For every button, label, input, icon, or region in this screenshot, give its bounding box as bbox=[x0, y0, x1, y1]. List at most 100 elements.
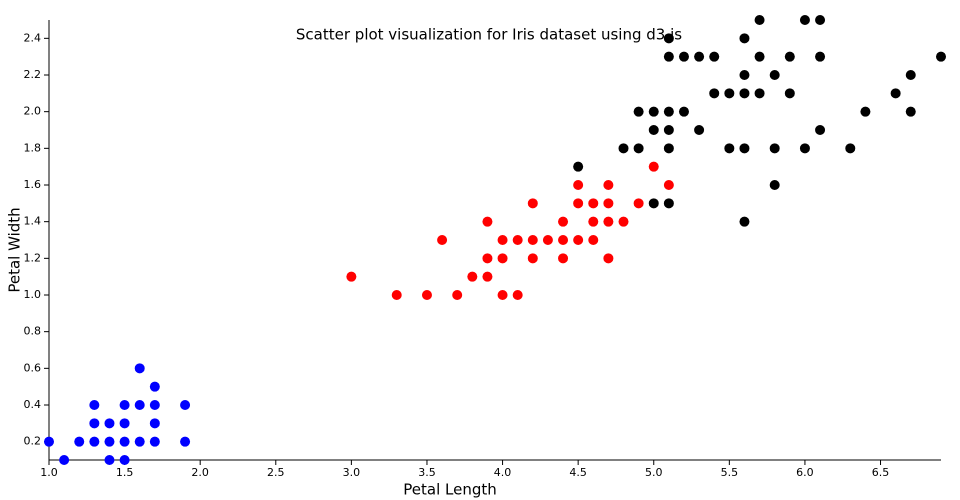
y-tick-label: 2.2 bbox=[24, 68, 42, 81]
point bbox=[845, 143, 856, 154]
point bbox=[648, 198, 659, 209]
point bbox=[739, 33, 750, 44]
point bbox=[467, 271, 478, 282]
x-tick-label: 5.5 bbox=[721, 466, 739, 479]
point bbox=[663, 33, 674, 44]
x-tick-label: 1.0 bbox=[40, 466, 58, 479]
point bbox=[180, 400, 191, 410]
x-tick-label: 3.5 bbox=[418, 466, 436, 479]
point bbox=[603, 253, 614, 264]
point bbox=[558, 235, 569, 245]
point bbox=[905, 70, 916, 80]
point bbox=[709, 88, 720, 99]
point bbox=[437, 235, 448, 245]
point bbox=[527, 235, 538, 245]
point bbox=[542, 235, 553, 245]
point bbox=[59, 455, 70, 465]
point bbox=[633, 143, 644, 154]
point bbox=[74, 436, 85, 447]
point bbox=[527, 253, 538, 264]
point bbox=[678, 51, 689, 62]
point bbox=[754, 88, 765, 99]
point bbox=[573, 161, 584, 172]
point bbox=[134, 436, 145, 447]
point bbox=[663, 180, 674, 190]
point bbox=[648, 125, 659, 135]
point bbox=[769, 70, 780, 80]
point bbox=[769, 180, 780, 190]
point bbox=[180, 436, 191, 447]
point bbox=[558, 253, 569, 264]
point bbox=[149, 381, 160, 392]
point bbox=[573, 180, 584, 190]
point bbox=[678, 106, 689, 117]
point bbox=[694, 125, 705, 135]
point bbox=[648, 106, 659, 117]
point bbox=[633, 106, 644, 117]
point bbox=[512, 290, 523, 300]
point bbox=[104, 418, 115, 429]
point bbox=[104, 436, 115, 447]
y-tick-label: 1.8 bbox=[24, 141, 42, 154]
point bbox=[482, 271, 493, 282]
point bbox=[104, 455, 115, 465]
point bbox=[739, 216, 750, 227]
y-tick-label: 2.0 bbox=[24, 105, 42, 118]
point bbox=[149, 436, 160, 447]
point bbox=[482, 216, 493, 227]
point bbox=[769, 143, 780, 154]
point bbox=[134, 363, 145, 374]
point bbox=[799, 143, 810, 154]
point bbox=[890, 88, 901, 99]
point bbox=[739, 88, 750, 99]
point bbox=[588, 235, 599, 245]
point bbox=[815, 125, 826, 135]
y-tick-label: 1.0 bbox=[24, 288, 42, 301]
point bbox=[149, 400, 160, 410]
y-tick-label: 1.4 bbox=[24, 215, 42, 228]
y-tick-label: 0.8 bbox=[24, 325, 42, 338]
point bbox=[815, 15, 826, 25]
point bbox=[512, 235, 523, 245]
point bbox=[497, 290, 508, 300]
point bbox=[603, 198, 614, 209]
y-tick-label: 1.2 bbox=[24, 251, 42, 264]
point bbox=[89, 436, 100, 447]
point bbox=[754, 15, 765, 25]
point bbox=[709, 51, 720, 62]
x-tick-label: 2.0 bbox=[191, 466, 209, 479]
point bbox=[618, 143, 629, 154]
x-axis-title: Petal Length bbox=[403, 481, 497, 499]
point bbox=[89, 400, 100, 410]
point bbox=[149, 418, 160, 429]
x-tick-label: 2.5 bbox=[267, 466, 285, 479]
point bbox=[497, 235, 508, 245]
point bbox=[119, 418, 130, 429]
point bbox=[663, 143, 674, 154]
point bbox=[573, 235, 584, 245]
point bbox=[633, 198, 644, 209]
x-tick-label: 1.5 bbox=[116, 466, 134, 479]
point bbox=[663, 125, 674, 135]
point bbox=[391, 290, 402, 300]
point bbox=[89, 418, 100, 429]
y-tick-label: 2.4 bbox=[24, 31, 42, 44]
point bbox=[663, 198, 674, 209]
point bbox=[603, 180, 614, 190]
y-axis-title: Petal Width bbox=[6, 207, 24, 292]
point bbox=[346, 271, 357, 282]
point bbox=[815, 51, 826, 62]
point bbox=[724, 143, 735, 154]
point bbox=[603, 216, 614, 227]
x-tick-label: 5.0 bbox=[645, 466, 663, 479]
point bbox=[724, 88, 735, 99]
y-tick-label: 1.6 bbox=[24, 178, 42, 191]
point bbox=[694, 51, 705, 62]
point bbox=[936, 51, 946, 62]
point bbox=[497, 253, 508, 264]
point bbox=[739, 70, 750, 80]
point bbox=[784, 51, 795, 62]
point bbox=[119, 455, 130, 465]
point bbox=[119, 400, 130, 410]
point bbox=[739, 143, 750, 154]
